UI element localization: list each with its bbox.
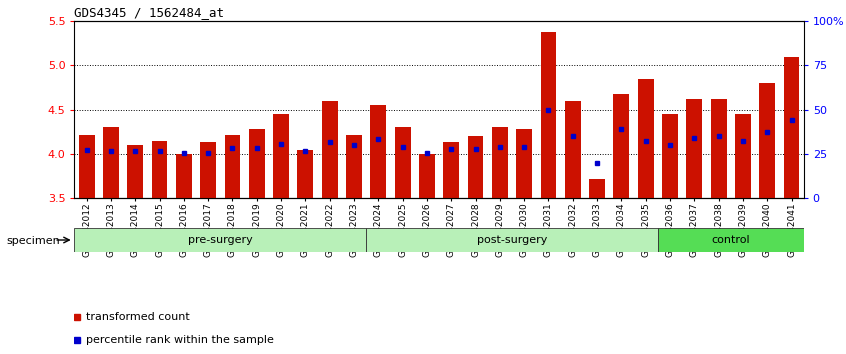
Text: post-surgery: post-surgery — [477, 235, 547, 245]
Bar — [419, 154, 435, 198]
Bar — [658, 228, 804, 252]
Bar — [613, 94, 629, 198]
Bar — [346, 135, 362, 198]
Bar — [735, 114, 751, 198]
Bar — [516, 129, 532, 198]
Bar — [201, 142, 216, 198]
Bar — [321, 101, 338, 198]
Bar — [176, 154, 192, 198]
Bar — [783, 57, 799, 198]
Bar — [298, 150, 313, 198]
Bar — [395, 127, 410, 198]
Bar — [371, 105, 387, 198]
Bar — [638, 79, 654, 198]
Bar — [74, 198, 804, 354]
Text: control: control — [711, 235, 750, 245]
Text: pre-surgery: pre-surgery — [188, 235, 253, 245]
Bar — [366, 228, 658, 252]
Bar — [151, 141, 168, 198]
Bar — [273, 114, 289, 198]
Bar — [541, 32, 557, 198]
Bar — [711, 99, 727, 198]
Bar — [662, 114, 678, 198]
Bar — [127, 145, 143, 198]
Bar — [565, 101, 580, 198]
Bar — [760, 83, 775, 198]
Bar — [443, 142, 459, 198]
Text: percentile rank within the sample: percentile rank within the sample — [86, 335, 274, 346]
Text: transformed count: transformed count — [86, 312, 190, 322]
Bar — [103, 127, 118, 198]
Text: specimen: specimen — [7, 236, 61, 246]
Bar — [589, 179, 605, 198]
Bar — [492, 127, 508, 198]
Bar — [74, 228, 366, 252]
Bar — [79, 135, 95, 198]
Text: GDS4345 / 1562484_at: GDS4345 / 1562484_at — [74, 6, 224, 19]
Bar — [224, 135, 240, 198]
Bar — [686, 99, 702, 198]
Bar — [468, 136, 483, 198]
Bar — [249, 129, 265, 198]
